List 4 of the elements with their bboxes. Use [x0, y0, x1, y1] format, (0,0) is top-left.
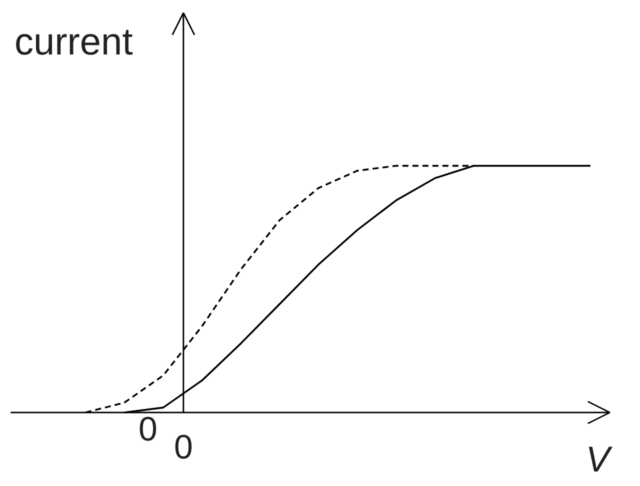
annotation: 0 [138, 410, 158, 448]
y-axis-title: current [14, 21, 134, 64]
x-axis-title: V [586, 438, 613, 480]
text: 0 [174, 428, 193, 466]
